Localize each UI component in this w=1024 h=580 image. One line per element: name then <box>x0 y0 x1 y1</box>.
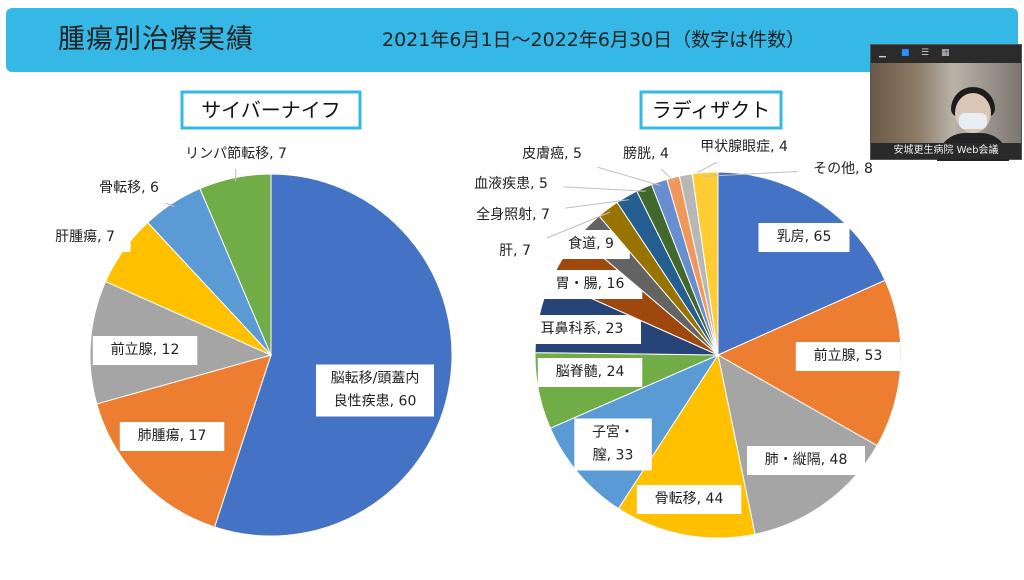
video-icon[interactable]: ■ <box>901 48 910 58</box>
cyberknife-data-label-3: 肝腫瘍, 7 <box>55 228 115 245</box>
radixact-label-bg-9 <box>483 237 547 266</box>
participant-name: 安城更生病院 Web会議 <box>871 143 1021 159</box>
cyberknife-data-label-1: 肺腫瘍, 17 <box>138 427 207 444</box>
radixact-data-label-2: 肺・縦隔, 48 <box>765 452 848 468</box>
radixact-slice-2 <box>717 354 878 535</box>
cyberknife-pie: 脳転移/頭蓋内良性疾患, 60 肺腫瘍, 17 前立腺, 12 肝腫瘍, 7 骨転移, … <box>39 140 453 537</box>
radixact-data-label-0: 乳房, 65 <box>777 229 832 245</box>
radixact-chart-title: ラディザクト <box>652 98 771 122</box>
radixact-label-bg-11 <box>458 170 564 199</box>
cyberknife-label-bg-5 <box>170 140 302 169</box>
participant-mask <box>959 113 987 129</box>
radixact-slice-0 <box>717 171 886 356</box>
radixact-label-bg-0 <box>758 223 850 252</box>
grid-icon[interactable]: ▦ <box>941 48 950 58</box>
header-banner <box>6 8 1018 72</box>
cyberknife-data-label-0: 脳転移/頭蓋内良性疾患, 60 <box>331 371 420 410</box>
cyberknife-chart-title: サイバーナイフ <box>201 98 341 122</box>
radixact-data-label-3: 骨転移, 44 <box>655 491 724 507</box>
page-title: 腫瘍別治療実績 <box>58 24 254 55</box>
cyberknife-data-label-5: リンパ節転移, 7 <box>185 145 287 162</box>
cyberknife-label-bg-1 <box>119 422 225 451</box>
radixact-label-bg-5 <box>537 358 643 387</box>
radixact-label-bg-3 <box>636 485 742 514</box>
webcam-video <box>871 63 1021 161</box>
radixact-slice-15 <box>691 171 719 356</box>
cyberknife-label-bg-0 <box>316 364 434 417</box>
radixact-data-label-5: 脳脊髄, 24 <box>556 364 625 380</box>
cyberknife-slice-0 <box>213 173 453 537</box>
radixact-data-label-11: 血液疾患, 5 <box>474 176 548 192</box>
radixact-data-label-12: 皮膚癌, 5 <box>522 146 582 162</box>
radixact-data-label-8: 食道, 9 <box>568 235 614 252</box>
cyberknife-label-bg-4 <box>83 174 175 203</box>
radixact-label-bg-14 <box>685 133 803 162</box>
webcam-toolbar: ▁ ■ ☰ ▦ <box>871 45 1021 63</box>
minimize-icon[interactable]: ▁ <box>879 48 886 58</box>
cyberknife-title-box <box>180 90 362 130</box>
radixact-data-label-10: 全身照射, 7 <box>476 206 550 223</box>
cyberknife-label-bg-3 <box>39 223 131 252</box>
radixact-label-bg-12 <box>506 140 598 169</box>
radixact-data-label-9: 肝, 7 <box>499 243 531 259</box>
radixact-data-label-13: 膀胱, 4 <box>623 145 669 162</box>
radixact-data-label-14: 甲状腺眼症, 4 <box>700 139 788 155</box>
radixact-data-label-6: 耳鼻科系, 23 <box>541 320 624 337</box>
radixact-label-bg-6 <box>523 315 641 344</box>
radixact-label-bg-1 <box>795 342 901 371</box>
radixact-data-label-7: 胃・腸, 16 <box>556 276 625 292</box>
radixact-data-label-15: その他, 8 <box>813 161 873 177</box>
radixact-label-bg-10 <box>460 201 566 230</box>
radixact-data-label-4: 子宮・膣, 33 <box>592 425 634 464</box>
radixact-pie: 乳房, 65 前立腺, 53 肺・縦隔, 48 骨転移, 44 子宮・膣, 33 脳脊髄,… <box>458 133 902 539</box>
cyberknife-label-bg-2 <box>92 336 198 365</box>
radixact-label-bg-2 <box>747 446 865 475</box>
radixact-data-label-1: 前立腺, 53 <box>814 347 883 364</box>
cyberknife-data-label-4: 骨転移, 6 <box>99 180 159 196</box>
cyberknife-slice-5 <box>199 173 272 356</box>
radixact-title-box <box>639 90 783 130</box>
period-caption: 2021年6月1日～2022年6月30日（数字は件数） <box>382 29 806 51</box>
layout-icon[interactable]: ☰ <box>921 48 930 58</box>
radixact-label-bg-4 <box>574 418 652 471</box>
webcam-overlay[interactable]: ▁ ■ ☰ ▦ 安城更生病院 Web会議 <box>870 44 1022 161</box>
cyberknife-data-label-2: 前立腺, 12 <box>111 341 180 358</box>
radixact-label-bg-13 <box>607 140 685 169</box>
